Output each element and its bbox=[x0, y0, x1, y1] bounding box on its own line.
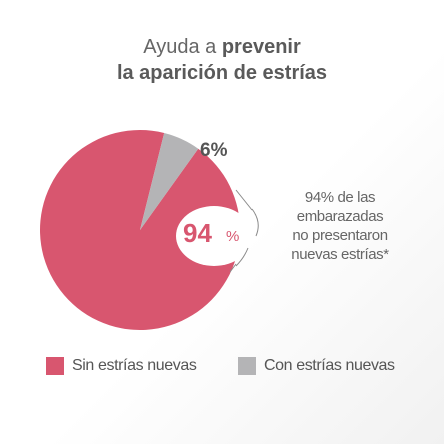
pie-slices bbox=[39, 130, 252, 330]
legend-swatch-sin bbox=[46, 357, 64, 375]
chart-title-line-1: Ayuda a prevenir bbox=[0, 36, 444, 59]
pie-slice-con-estrias bbox=[140, 132, 199, 230]
annotation-line-4: nuevas estrías* bbox=[291, 246, 389, 263]
percentage-label-backdrop bbox=[176, 206, 252, 266]
legend-label-con: Con estrías nuevas bbox=[264, 357, 395, 374]
legend-item-sin: Sin estrías nuevas bbox=[46, 357, 197, 375]
bracket-left-arc bbox=[251, 208, 259, 237]
chart-title-line-2: la aparición de estrías bbox=[0, 62, 444, 85]
annotation-line-3: no presentaron bbox=[292, 227, 388, 244]
legend-item-con: Con estrías nuevas bbox=[238, 357, 395, 375]
legend-label-sin: Sin estrías nuevas bbox=[72, 357, 197, 374]
annotation-line-1: 94% de las bbox=[304, 189, 376, 206]
leader-line-2 bbox=[229, 263, 237, 273]
title-bold-text: prevenir bbox=[221, 36, 301, 58]
chart-legend: Sin estrías nuevas Con estrías nuevas bbox=[0, 357, 444, 381]
title-bold-text-2: la aparición de estrías bbox=[116, 62, 328, 84]
small-slice-label: 6% bbox=[200, 140, 228, 161]
title-normal-text: Ayuda a bbox=[143, 36, 222, 58]
annotation-line-2: embarazadas bbox=[296, 208, 384, 225]
big-percentage-unit: % bbox=[226, 228, 239, 245]
big-percentage-number: 94 bbox=[183, 218, 212, 248]
bracket-right-arc bbox=[235, 247, 249, 267]
pie-slice-sin-estrias bbox=[39, 130, 241, 330]
leader-line bbox=[235, 189, 253, 211]
legend-swatch-con bbox=[238, 357, 256, 375]
chart-annotation: 94% de las embarazadas no presentaron nu… bbox=[276, 188, 404, 264]
